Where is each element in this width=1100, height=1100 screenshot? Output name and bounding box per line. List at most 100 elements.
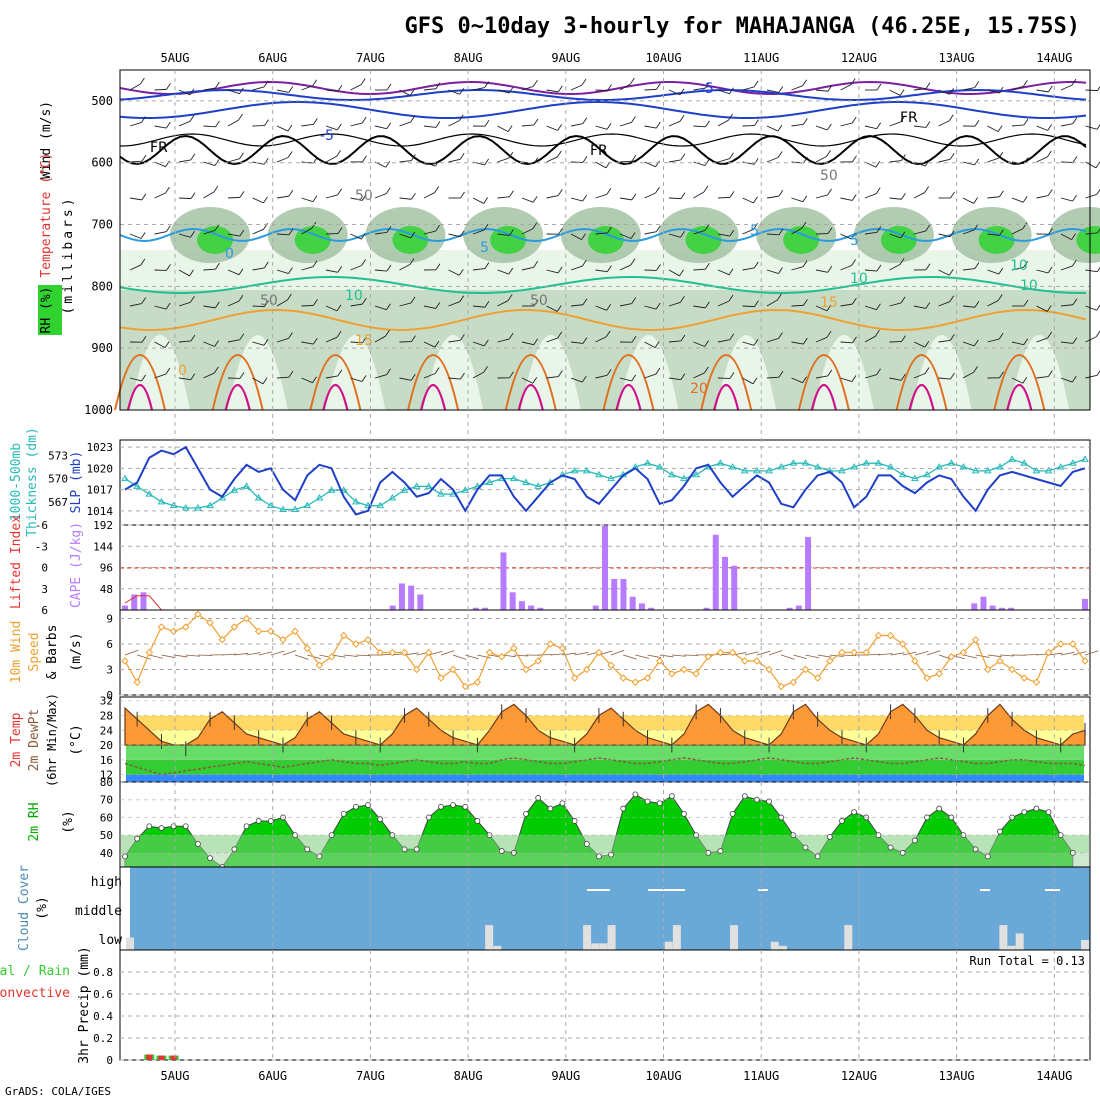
upper-wind-barb (423, 305, 436, 309)
thickness-marker (388, 493, 397, 501)
upper-wind-barb (889, 160, 902, 163)
upper-wind-barb (154, 231, 167, 235)
upper-wind-barb-flag (141, 116, 146, 123)
upper-wind-barb (644, 161, 656, 168)
rh2m-marker (984, 853, 991, 860)
upper-wind-barb (325, 336, 338, 343)
upper-wind-barb-flag (312, 376, 317, 383)
rh2m-marker (377, 816, 384, 823)
wind-speed-marker (959, 648, 968, 657)
upper-wind-barb-flag (704, 224, 710, 231)
upper-wind-barb-flag (140, 77, 145, 85)
wind10m-barb (343, 654, 358, 657)
upper-wind-barb (301, 197, 314, 203)
upper-wind-barb (203, 305, 216, 309)
upper-wind-barb (276, 299, 288, 307)
upper-wind-barb-flag (705, 262, 710, 270)
upper-wind-barb-flag (802, 195, 808, 202)
upper-wind-barb-flag (288, 267, 293, 274)
wind10m-barb (465, 654, 479, 660)
top-date-axis: 5AUG 6AUG 7AUG 8AUG 9AUG 10AUG 11AUG 12AUG 13AUG… (161, 51, 1073, 65)
cape-y-tick: 48 (100, 583, 113, 596)
upper-y-tick: 500 (91, 94, 113, 108)
contour-10 (119, 276, 1086, 294)
upper-wind-barb-flag (851, 194, 857, 201)
upper-wind-barb (840, 341, 853, 344)
upper-wind-barb (546, 269, 559, 274)
temp-y-tick: 16 (100, 754, 113, 767)
cape-bar (722, 556, 728, 610)
upper-wind-barb-flag (777, 293, 782, 301)
upper-wind-barb-flag (288, 332, 293, 339)
wind10m-barb (610, 649, 625, 656)
upper-wind-barb-flag (214, 224, 220, 231)
upper-wind-barb (203, 341, 215, 347)
precip-y-tick: 0.2 (93, 1032, 113, 1045)
upper-wind-barb-flag (875, 187, 881, 194)
upper-wind-barb-flag (753, 80, 759, 88)
contour-label: 15 (820, 295, 838, 311)
wind10m-barb (768, 650, 783, 656)
thickness-marker (206, 501, 214, 509)
temp-ylabel-2: 2m DewPt (27, 709, 42, 772)
upper-wind-barb-flag (508, 151, 514, 159)
upper-wind-barb-flag (754, 300, 759, 307)
wind-grid (120, 618, 1090, 696)
rh2m-marker (316, 853, 323, 860)
upper-wind-barb-flag (826, 331, 832, 338)
upper-wind-barb (644, 231, 657, 235)
wind-speed-marker (728, 648, 737, 657)
wind-speed-marker (485, 648, 494, 657)
cape-li-panel: -6 -3 0 3 6 192 144 96 48 Lifted Index CAPE (J/… (9, 515, 1091, 617)
slp-series-line (124, 445, 1086, 516)
upper-wind-barb-flag (655, 186, 660, 194)
upper-wind-barb (815, 194, 828, 199)
upper-wind-barb-flag (337, 266, 343, 273)
upper-wind-barb (1085, 336, 1097, 343)
upper-wind-barb (227, 158, 240, 163)
temp-grid (120, 700, 1090, 776)
upper-wind-barb-flag (949, 88, 955, 95)
upper-wind-barb-flag (851, 375, 857, 382)
upper-wind-barb-flag (190, 296, 195, 303)
top-date-label: 8AUG (454, 51, 483, 65)
upper-wind-barb-flag (165, 160, 170, 167)
thickness-marker (910, 474, 919, 482)
upper-wind-barb-flag (435, 224, 441, 232)
upper-wind-barb-flag (630, 258, 636, 266)
upper-wind-barb-flag (483, 223, 489, 231)
upper-wind-barb-flag (312, 260, 318, 267)
upper-wind-barb-flag (876, 264, 882, 272)
wind-y-tick: 9 (106, 613, 113, 626)
upper-wind-barb-flag (827, 85, 833, 92)
upper-wind-barb (840, 233, 852, 240)
upper-wind-barb (693, 341, 705, 347)
wind-speed-marker (1008, 665, 1016, 674)
upper-wind-barb-flag (214, 301, 220, 309)
wind10m-barb (659, 654, 674, 658)
thickness-marker (680, 474, 688, 482)
upper-wind-barb (1060, 197, 1073, 202)
wind-speed-marker (182, 623, 190, 631)
cloud-low-bar (730, 925, 739, 950)
thickness-marker (1068, 459, 1077, 466)
rh2m-marker (814, 853, 821, 860)
upper-wind-barb-flag (974, 301, 980, 308)
upper-wind-barb-flag (1097, 86, 1100, 91)
upper-wind-barb-flag (802, 337, 808, 345)
upper-wind-barb (325, 194, 338, 199)
upper-wind-barb-flag (557, 124, 563, 131)
slp-y-axis: 1023 1020 1017 1014 (87, 441, 114, 518)
cape-y-tick: 144 (93, 540, 113, 553)
wind-speed-marker (206, 619, 214, 627)
thickness-marker (400, 486, 409, 493)
upper-wind-barb-flag (336, 331, 342, 338)
upper-wind-barb (399, 197, 412, 200)
cape-bar (482, 607, 488, 610)
upper-wind-barb-flag (704, 81, 710, 89)
upper-wind-barb-flag (851, 297, 857, 305)
upper-wind-barb (252, 228, 264, 235)
rh2m-marker (608, 851, 614, 858)
upper-wind-barb (864, 193, 877, 199)
thickness-marker (716, 459, 725, 466)
